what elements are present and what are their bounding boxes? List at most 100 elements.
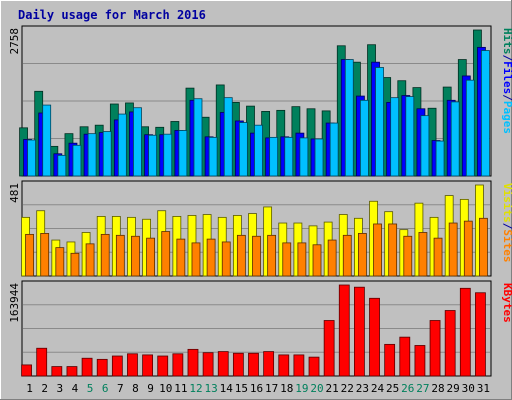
bar-pages-19 <box>299 137 309 177</box>
x-tick-label: 6 <box>102 382 109 395</box>
bar-pages-21 <box>329 122 339 177</box>
x-tick-label: 7 <box>117 382 124 395</box>
bar-kbytes-17 <box>263 351 275 377</box>
bar-pages-31 <box>481 50 490 177</box>
bar-pages-17 <box>269 136 279 177</box>
x-tick-label: 24 <box>371 382 385 395</box>
bar-kbytes-26 <box>399 336 411 377</box>
bar-sites-20 <box>312 244 322 277</box>
x-tick-label: 23 <box>356 382 369 395</box>
legend-kbytes: KBytes <box>501 283 512 323</box>
x-tick-label: 2 <box>41 382 48 395</box>
legend-part-kbytes: KBytes <box>501 283 512 323</box>
bar-sites-4 <box>70 252 80 277</box>
bar-kbytes-21 <box>323 320 335 377</box>
x-tick-label: 14 <box>220 382 234 395</box>
bar-pages-27 <box>420 115 430 177</box>
bar-sites-28 <box>433 237 443 277</box>
bar-sites-21 <box>327 239 337 277</box>
bar-pages-23 <box>360 99 369 177</box>
bar-pages-11 <box>178 130 188 177</box>
bar-pages-22 <box>344 59 354 177</box>
x-tick-label: 1 <box>26 382 33 395</box>
bar-sites-11 <box>176 238 186 277</box>
bar-kbytes-20 <box>308 356 320 377</box>
bar-kbytes-27 <box>414 345 426 377</box>
x-tick-label: 10 <box>159 382 172 395</box>
x-tick-label: 27 <box>416 382 429 395</box>
x-tick-label: 5 <box>87 382 94 395</box>
legend-hits: Hits/Files/Pages <box>501 28 512 134</box>
bar-pages-8 <box>133 107 142 177</box>
bar-pages-5 <box>87 133 97 177</box>
bar-sites-3 <box>55 247 65 277</box>
x-tick-label: 15 <box>235 382 248 395</box>
bar-pages-4 <box>72 144 82 177</box>
bars <box>19 29 490 377</box>
legend-visits: Visits/Sites <box>501 183 512 263</box>
legend-part-hits: Hits <box>501 28 512 55</box>
bar-pages-16 <box>254 124 263 177</box>
x-tick-label: 8 <box>132 382 139 395</box>
bar-kbytes-19 <box>293 354 305 377</box>
bar-kbytes-5 <box>81 357 93 377</box>
bar-sites-9 <box>146 237 155 277</box>
bar-sites-29 <box>448 222 458 277</box>
x-tick-label: 26 <box>401 382 414 395</box>
bar-sites-18 <box>282 242 292 277</box>
bar-pages-24 <box>375 67 384 177</box>
bar-kbytes-12 <box>187 348 199 377</box>
bar-sites-5 <box>85 243 95 277</box>
x-tick-label: 13 <box>204 382 217 395</box>
x-tick-label: 12 <box>189 382 202 395</box>
bar-sites-19 <box>297 242 307 277</box>
bar-sites-17 <box>267 234 277 277</box>
bar-pages-13 <box>208 136 218 177</box>
bar-kbytes-29 <box>444 310 456 377</box>
bar-pages-3 <box>57 154 67 177</box>
legend-part-slash: / <box>501 223 512 230</box>
labels: 2758Hits/Files/Pages481Visits/Sites16394… <box>8 28 512 395</box>
bar-kbytes-30 <box>459 287 471 377</box>
bar-kbytes-6 <box>96 358 108 377</box>
bar-sites-24 <box>373 223 382 277</box>
bar-kbytes-1 <box>21 364 32 377</box>
x-tick-label: 29 <box>447 382 460 395</box>
bar-sites-15 <box>236 234 246 277</box>
ymax-label-hits: 2758 <box>8 28 21 55</box>
x-tick-label: 16 <box>250 382 263 395</box>
bar-kbytes-9 <box>142 354 153 377</box>
bar-sites-14 <box>221 241 231 277</box>
ymax-label-visits: 481 <box>8 183 21 203</box>
bar-kbytes-28 <box>429 320 441 377</box>
bar-kbytes-23 <box>354 286 365 377</box>
bar-sites-30 <box>463 220 473 277</box>
bar-pages-7 <box>117 113 127 177</box>
bar-pages-10 <box>163 133 173 177</box>
x-tick-label: 18 <box>280 382 293 395</box>
bar-pages-9 <box>148 134 157 177</box>
x-tick-label: 11 <box>174 382 187 395</box>
bar-kbytes-18 <box>278 354 290 377</box>
x-tick-label: 17 <box>265 382 278 395</box>
x-tick-label: 28 <box>431 382 444 395</box>
bar-pages-20 <box>314 138 324 177</box>
bar-sites-27 <box>418 232 428 277</box>
x-tick-label: 21 <box>326 382 339 395</box>
bar-pages-15 <box>238 122 248 177</box>
x-tick-label: 31 <box>477 382 490 395</box>
bar-kbytes-13 <box>202 352 214 377</box>
bar-sites-10 <box>161 231 171 277</box>
legend-part-files: Files <box>501 61 512 94</box>
bar-pages-29 <box>450 101 460 177</box>
bar-kbytes-16 <box>248 352 259 377</box>
bar-kbytes-14 <box>217 351 229 377</box>
bar-kbytes-8 <box>127 353 138 377</box>
bar-pages-28 <box>435 140 445 177</box>
x-tick-label: 4 <box>72 382 79 395</box>
x-tick-label: 3 <box>57 382 64 395</box>
bar-kbytes-2 <box>36 347 48 377</box>
bar-kbytes-15 <box>232 352 244 377</box>
x-tick-label: 20 <box>310 382 323 395</box>
